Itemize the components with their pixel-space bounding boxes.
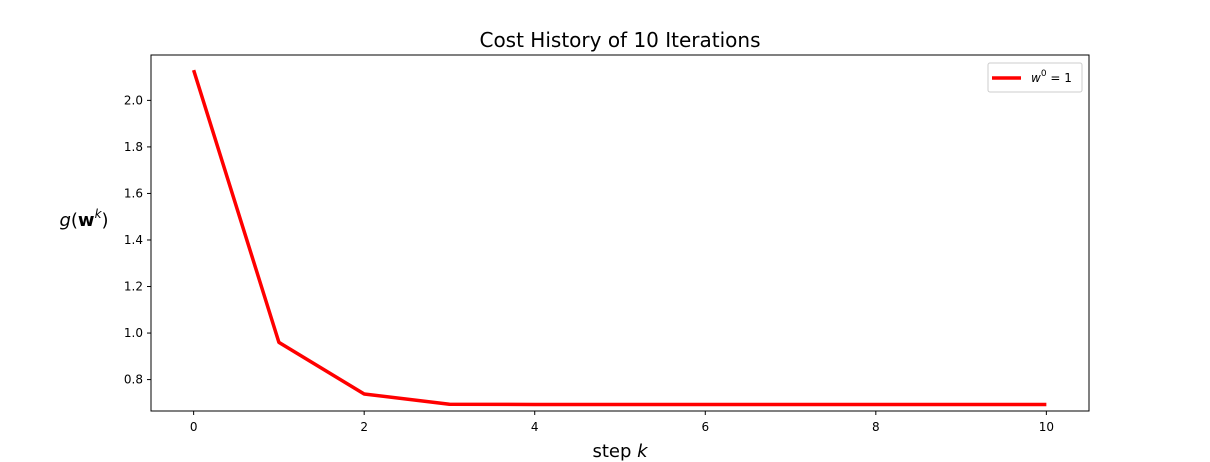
x-tick-label: 2	[360, 420, 368, 434]
x-axis-label: step k	[592, 441, 649, 462]
y-tick-label: 2.0	[124, 93, 143, 107]
x-tick-label: 8	[872, 420, 880, 434]
y-tick-label: 1.2	[124, 280, 143, 294]
y-tick-label: 1.0	[124, 326, 143, 340]
y-axis-label: g(wk)	[59, 207, 108, 231]
chart-title: Cost History of 10 Iterations	[479, 28, 760, 52]
x-tick-label: 4	[531, 420, 539, 434]
x-axis-ticks: 0 2 4 6 8 10	[190, 411, 1054, 434]
x-tick-label: 10	[1039, 420, 1054, 434]
y-tick-label: 1.4	[124, 233, 143, 247]
legend: w0 = 1	[987, 62, 1083, 93]
plot-frame	[150, 54, 1090, 412]
x-tick-label: 0	[190, 420, 198, 434]
series-line-0	[191, 69, 1047, 407]
y-axis-ticks: 0.8 1.0 1.2 1.4 1.6 1.8 2.0	[124, 93, 151, 387]
y-tick-label: 1.8	[124, 140, 143, 154]
y-tick-label: 1.6	[124, 186, 143, 200]
legend-entry-label: w0 = 1	[1031, 69, 1072, 85]
legend-frame	[987, 62, 1083, 93]
x-tick-label: 6	[701, 420, 709, 434]
y-tick-label: 0.8	[124, 373, 143, 387]
series-layer	[191, 69, 1047, 407]
plot-area	[150, 54, 1090, 412]
